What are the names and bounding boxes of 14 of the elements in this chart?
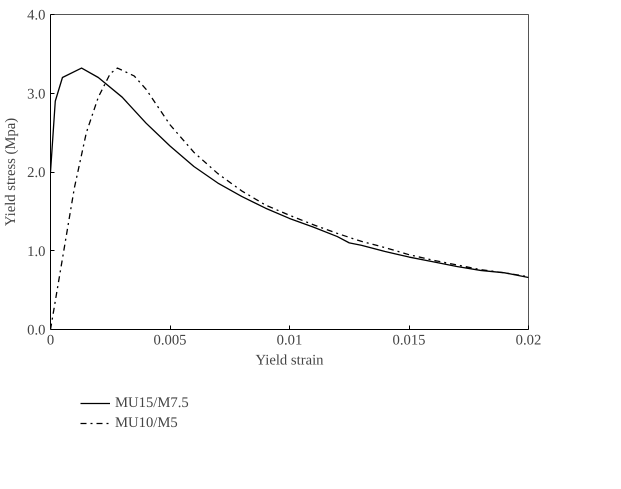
- x-axis-title: Yield strain: [256, 352, 324, 368]
- x-tick-label: 0.02: [516, 332, 542, 348]
- legend-label: MU10/M5: [115, 414, 178, 432]
- y-tick-label: 4.0: [27, 8, 46, 24]
- y-tick-label: 0.0: [27, 322, 46, 338]
- legend-label: MU15/M7.5: [115, 394, 189, 412]
- x-tick-label: 0: [46, 332, 54, 348]
- x-tick-label: 0.01: [276, 332, 302, 348]
- y-tick-label: 3.0: [27, 86, 46, 102]
- x-tick-label: 0.005: [154, 332, 186, 348]
- y-axis-title: Yield stress (Mpa): [3, 118, 20, 226]
- y-tick-label: 2.0: [27, 165, 46, 181]
- y-tick-label: 1.0: [27, 244, 46, 260]
- x-tick-label: 0.015: [392, 332, 426, 348]
